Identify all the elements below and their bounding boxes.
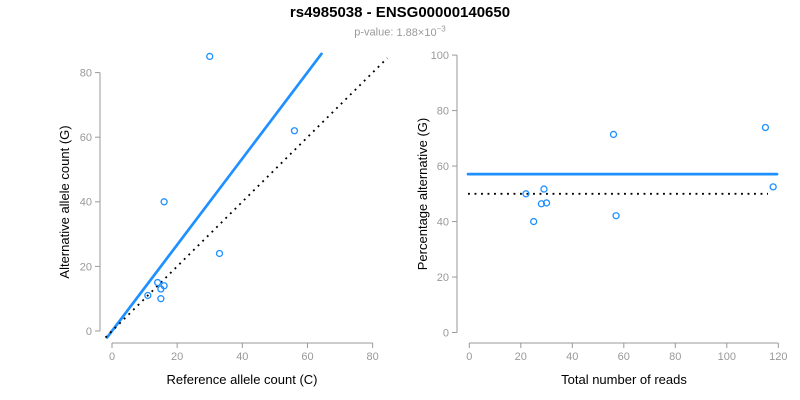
left-y-axis-title: Alternative allele count (G) [57, 125, 72, 278]
data-point [206, 52, 214, 61]
data-point [157, 285, 165, 293]
data-point [160, 198, 168, 206]
data-point [769, 183, 777, 191]
y-tick-label: 80 [437, 105, 449, 117]
y-tick-label: 60 [437, 161, 449, 173]
x-tick-label: 80 [367, 351, 379, 363]
data-point [153, 278, 162, 287]
data-point [157, 295, 165, 303]
p-value-exponent: −3 [436, 24, 446, 34]
fit-line [105, 52, 323, 339]
x-tick-label: 20 [515, 351, 527, 363]
data-point [612, 212, 620, 220]
chart-header: rs4985038 - ENSG00000140650 p-value: 1.8… [0, 4, 800, 40]
data-point [540, 185, 548, 193]
x-tick-label: 80 [669, 351, 681, 363]
y-tick-label: 60 [80, 132, 92, 144]
y-tick-label: 40 [80, 197, 92, 209]
data-point [537, 200, 546, 208]
y-tick-label: 40 [437, 216, 449, 228]
data-point [761, 123, 770, 132]
data-point [542, 199, 551, 207]
data-point [215, 249, 224, 258]
p-value-subtitle: p-value: 1.88×10−3 [0, 24, 800, 39]
data-point [609, 130, 618, 139]
data-point [530, 217, 538, 226]
data-point [144, 291, 152, 300]
x-tick-label: 0 [466, 351, 472, 363]
identity-line [104, 57, 388, 339]
y-tick-label: 20 [80, 261, 92, 273]
x-tick-label: 40 [236, 351, 248, 363]
y-tick-label: 20 [437, 272, 449, 284]
y-tick-label: 80 [80, 67, 92, 79]
y-tick-label: 0 [86, 326, 92, 338]
x-tick-label: 20 [171, 351, 183, 363]
chart-title: rs4985038 - ENSG00000140650 [289, 4, 511, 21]
x-tick-label: 0 [109, 351, 115, 363]
multiply-sign: × [417, 26, 425, 39]
right-x-axis-title: Total number of reads [561, 372, 687, 387]
x-tick-label: 60 [618, 351, 630, 363]
x-tick-label: 120 [769, 351, 787, 363]
x-tick-label: 60 [301, 351, 313, 363]
data-point [290, 127, 299, 135]
x-tick-label: 40 [566, 351, 578, 363]
p-value-base: 10 [424, 26, 437, 39]
left-x-axis-title: Reference allele count (C) [166, 372, 317, 387]
percentage-alternative-plot: 0 20 40 60 80 100 0 20 40 60 80 100 120 [431, 50, 788, 363]
p-value-number: 1.88×10−3 [396, 24, 446, 39]
right-y-axis-title: Percentage alternative (G) [415, 118, 430, 270]
y-tick-label: 0 [443, 327, 449, 339]
y-tick-label: 100 [431, 50, 449, 62]
p-value-label: p-value: [354, 26, 394, 39]
p-value-mantissa: 1.88 [396, 26, 418, 39]
x-tick-label: 100 [718, 351, 736, 363]
allele-counts-plot: 0 20 40 60 80 0 20 40 60 80 [80, 52, 388, 363]
data-point [522, 190, 530, 198]
